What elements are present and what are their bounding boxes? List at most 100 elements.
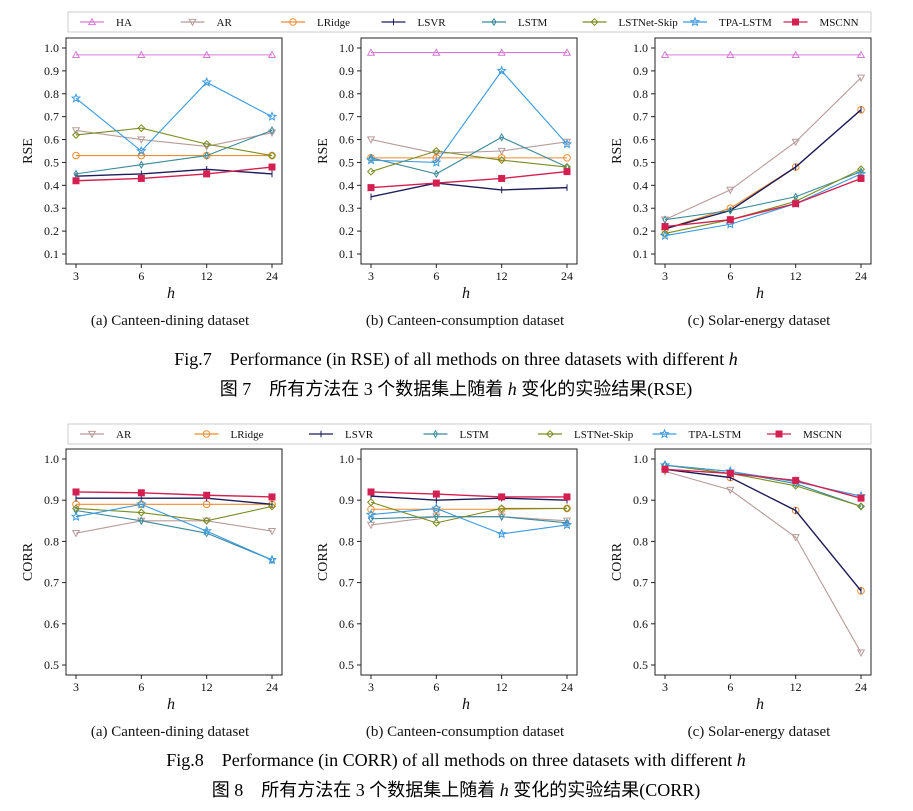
fig7-a-point-ar [137,136,146,144]
fig8-c-ylabel: CORR [610,542,625,581]
fig7-a-point-tpa-lstm [266,111,278,122]
fig8-b-line-tpa-lstm [370,507,568,535]
fig8-c-line-ar [664,470,862,653]
fig7-c-point-ha [726,50,735,59]
fig8-legend-item-lstnet-skip: LSTNet-Skip [538,429,634,441]
fig7-b-point-lridge [563,154,571,162]
fig7-b-point-mscnn [563,168,571,176]
fig8-c-point-ar [726,486,735,495]
fig8-a-ytick-label: 0.6 [44,617,59,631]
fig8-legend-marker-mscnn [775,430,783,438]
fig7-c-ytick-label: 1.0 [633,41,648,55]
fig7-c-xtick-label: 12 [790,269,802,283]
fig8-c-point-lstnet-skip [856,502,866,511]
fig7-a-ytick-label: 0.9 [44,64,59,78]
fig8-legend-item-lridge: LRidge [194,429,264,441]
fig7-c-point-ha [660,50,670,59]
fig7-legend-marker-tpa-lstm [689,16,701,27]
fig7-c-series-mscnn [661,174,865,231]
fig8-a-series-mscnn [72,488,276,501]
fig7-b-point-tpa-lstm [431,157,442,167]
fig7-b-line-tpa-lstm [370,70,568,163]
fig7-a-point-lstm [269,126,275,135]
fig8-a-series-lstm [73,506,275,565]
fig8-b-point-mscnn [367,488,375,496]
fig7-b-point-lstnet-skip [497,156,506,165]
fig7-b-series-mscnn [367,168,571,192]
fig8-b-line-lsvr [370,495,568,501]
fig7-c-point-ar [726,186,735,195]
fig8-b-point-tpa-lstm [431,503,442,513]
fig7-a-xtick-label: 6 [138,269,144,283]
fig7-a-point-tpa-lstm [70,92,82,103]
fig7-c-ytick-label: 0.9 [633,64,648,78]
fig7-c-line-lstm [664,171,862,221]
fig8-c-series-mscnn [661,465,865,502]
fig7-caption-en-var: h [729,349,738,369]
fig8-a-point-lstnet-skip [267,502,277,511]
fig7-b-point-ha [562,48,572,56]
fig7-a-point-lstnet-skip [71,130,81,139]
fig7-c-line-tpa-lstm [664,173,862,237]
fig7-a-series-tpa-lstm [70,76,278,156]
fig8-a-xtick-label: 24 [266,680,278,694]
fig7-a-point-ar [71,127,81,135]
fig8-a-line-tpa-lstm [75,503,273,561]
fig8-legend-label-lridge: LRidge [231,429,264,441]
fig8-a-point-lstm [138,516,144,526]
fig8-b-xtick-label: 12 [496,680,508,694]
fig8-b-point-mscnn [432,490,440,498]
fig8-caption-en-var: h [737,750,746,770]
fig8-b-point-mscnn [563,493,571,501]
fig8-a-point-lstnet-skip [202,516,211,525]
fig7-b-point-tpa-lstm [561,138,573,149]
fig8-b-line-lstm [370,516,568,524]
fig7-legend-label-tpa-lstm: TPA-LSTM [719,17,772,29]
fig8-legend-marker-lstnet-skip [545,429,555,439]
fig7-c-point-lstm [662,215,668,224]
fig8-a-point-mscnn [137,489,145,497]
fig7-b-line-ar [370,139,568,154]
fig8-legend-marker-lridge [202,430,211,438]
fig7-a-xtick-label: 24 [266,269,278,283]
fig7-b-point-lstm [368,153,374,163]
fig7-b-point-ha [366,48,376,56]
fig7-a-point-ha [71,50,81,59]
fig8-a-point-tpa-lstm [70,511,82,522]
fig7-b-ytick-label: 0.4 [339,178,354,192]
fig7-b-point-mscnn [367,184,375,192]
fig8-c-ytick-label: 1.0 [633,452,648,466]
fig7-c-ylabel: RSE [610,138,625,164]
fig7-panel-c: 0.1 0.2 0.3 0.4 0.5 0.6 0.7 0.8 0.9 1.0 3 6 12 24 h RSE… [610,37,872,329]
fig7-legend-label-lsvr: LSVR [418,17,447,29]
fig7-c-xtick-label: 24 [855,269,867,283]
fig7-a-point-mscnn [72,177,80,185]
fig8-a-point-mscnn [203,491,211,499]
fig7-a-point-lstnet-skip [267,151,277,160]
fig7-c-point-lstnet-skip [660,229,670,238]
fig7-b-point-lstnet-skip [366,167,376,176]
fig8-legend-marker-ar [87,430,97,439]
fig8-b-ytick-label: 0.9 [339,493,354,507]
fig7-legend-item-tpa-lstm: TPA-LSTM [683,16,772,29]
fig7-b-line-lsvr [370,182,568,198]
fig8-caption-zh-var: h [500,780,509,800]
fig8-a-series-tpa-lstm [70,498,278,565]
fig7-caption-zh-suffix: 变化的实验结果(RSE) [517,379,693,400]
fig7-a-point-lstnet-skip [202,140,211,149]
fig8-c-ytick-label: 0.5 [633,658,648,672]
fig8-a-point-lstnet-skip [137,508,146,517]
fig8-panel-b: 0.5 0.6 0.7 0.8 0.9 1.0 3 6 12 24 h CORR (b) Canteen… [316,448,578,740]
fig7-c-series-ar [660,74,866,224]
fig7-panel-a: 0.1 0.2 0.3 0.4 0.5 0.6 0.7 0.8 0.9 1.0 3 6 12 24 h RSE… [21,37,283,329]
fig8-b-point-lstnet-skip [366,498,376,507]
fig7-c-ytick-label: 0.5 [633,155,648,169]
fig7-legend-marker-lridge [289,18,297,26]
fig8-a-xlabel: h [167,696,175,713]
fig8-c-axes-frame [654,448,872,676]
fig8-b-series-mscnn [367,488,571,501]
fig7-a-point-ha [202,50,211,59]
fig8-b-series-tpa-lstm [365,503,573,539]
fig7-legend-label-mscnn: MSCNN [820,17,859,29]
fig7-b-xlabel: h [462,285,470,302]
